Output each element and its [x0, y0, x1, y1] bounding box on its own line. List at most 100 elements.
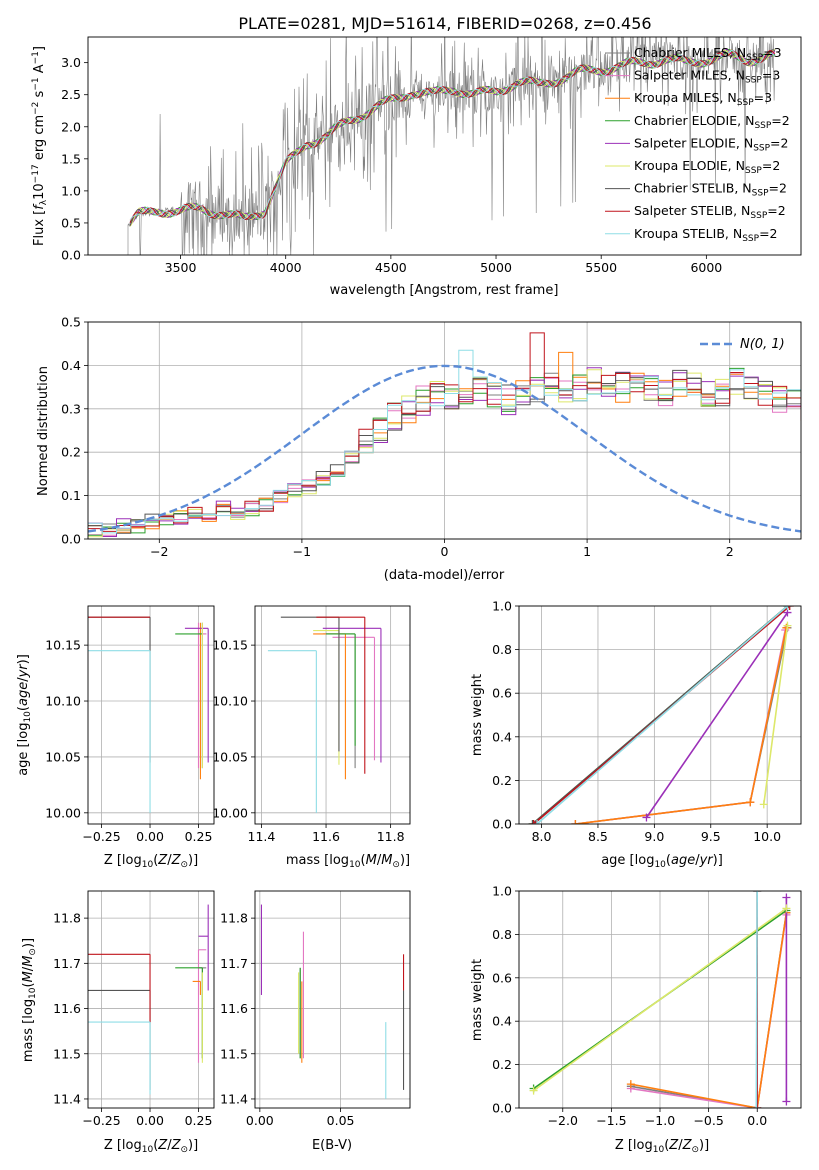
legend-series-name: Kroupa MILES: [634, 90, 720, 105]
grid: [255, 606, 410, 824]
y-axis-label-part: 10: [28, 987, 38, 999]
plot-area: [260, 904, 405, 1099]
errorbar-8: [267, 650, 317, 813]
errorbar-2: [192, 980, 201, 995]
y-axis-label-part: M: [21, 956, 36, 967]
x-tick-label: 0.25: [185, 829, 213, 844]
errorbar-3: [326, 633, 356, 746]
x-axis-label-part: Z: [157, 1138, 168, 1153]
y-tick-label: 0.0: [61, 532, 81, 547]
x-axis-label-part: yr: [699, 853, 715, 868]
weight-marker: [783, 606, 792, 610]
legend-n: , N: [734, 181, 751, 196]
y-tick-label: 1.0: [492, 884, 512, 899]
legend-series-name: Chabrier MILES: [634, 45, 729, 60]
axes-frame: [518, 605, 802, 825]
x-axis-label-part: 10: [653, 1145, 665, 1155]
legend-label: Kroupa MILES, NSSP=3: [634, 90, 772, 108]
x-axis-label-part: /: [167, 853, 172, 868]
legend-sub: SSP: [752, 189, 769, 199]
weight-marker: [528, 820, 537, 824]
axes-frame: [87, 890, 215, 1109]
legend-series-name: Salpeter STELIB: [634, 203, 733, 218]
mass-weight-vs-metallicity-panel: −2.0 −1.5 −1.0 −0.5 0.0 0.0 0.2 0.4 0.6 0.8 1.0 Z […: [470, 884, 802, 1155]
x-axis-label-part: /: [167, 1138, 172, 1153]
age-vs-mass-panel: 11.4 11.6 11.8 10.00 10.05 10.10 10.15 mass [lo…: [212, 605, 411, 870]
x-tick-label: 8.0: [532, 829, 552, 844]
y-axis-label-part: 10: [23, 711, 33, 723]
x-axis-label-part: Z: [157, 853, 168, 868]
x-axis-label-part: age: [671, 853, 695, 868]
legend-n: , N: [719, 90, 736, 105]
axes-frame: [254, 605, 411, 825]
y-tick-label: 0.3: [61, 401, 81, 416]
legend-series-name: Chabrier ELODIE: [634, 113, 737, 128]
legend-label: Chabrier ELODIE, NSSP=2: [634, 113, 790, 131]
x-axis-label-part: Z: [682, 1138, 693, 1153]
errorbar-4: [184, 627, 209, 763]
y-axis-label-part: s: [32, 90, 47, 101]
x-tick-label: 0.00: [136, 829, 164, 844]
errorbar-6: [88, 989, 151, 1090]
x-axis-label-part: )]: [400, 853, 410, 868]
x-tick-label: −2: [150, 544, 168, 559]
y-tick-label: 2.5: [61, 87, 81, 102]
y-axis-label-part: f: [32, 203, 47, 210]
plot-area: [88, 616, 209, 813]
y-axis-label-part: )]: [21, 938, 36, 948]
legend-n: , N: [728, 158, 745, 173]
normal-curve: [88, 364, 801, 533]
y-axis-label-part: ⊙: [28, 948, 38, 956]
y-axis-label-part: mass [log: [21, 999, 36, 1062]
axes-frame: [87, 36, 802, 256]
y-tick-label: 0.8: [492, 642, 512, 657]
y-tick-label: 11.4: [220, 1091, 248, 1106]
grid: [88, 606, 214, 824]
x-tick-label: 0.0: [747, 1113, 767, 1128]
x-axis-label: E(B-V): [312, 1138, 352, 1153]
errorbar-6: [280, 616, 340, 752]
errorbar-2: [313, 633, 346, 780]
weight-marker: [782, 893, 791, 902]
x-axis-label-part: Z [log: [104, 1138, 142, 1153]
y-tick-label: 11.7: [53, 956, 81, 971]
y-tick-label: 1.5: [61, 151, 81, 166]
errorbar-4: [198, 904, 209, 991]
y-tick-label: 0.0: [492, 1101, 512, 1116]
plot-area: [88, 332, 801, 538]
axes-frame: [87, 605, 215, 825]
x-axis-label-part: Z: [171, 853, 182, 868]
y-tick-label: 1.0: [61, 183, 81, 198]
x-axis-label-part: Z: [668, 1138, 679, 1153]
y-axis-label: Normed distribution: [36, 366, 51, 496]
x-tick-label: 11.6: [312, 829, 340, 844]
y-tick-label: 11.8: [53, 911, 81, 926]
errorbar-8: [88, 650, 151, 813]
x-tick-label: 9.5: [701, 829, 721, 844]
x-axis-label: (data-model)/error: [384, 568, 505, 583]
legend-n: , N: [725, 226, 742, 241]
histogram-step-3: [88, 367, 801, 536]
errorbar-6: [88, 616, 151, 763]
x-axis-label-part: /: [695, 853, 700, 868]
weight-line-8: [755, 891, 758, 1108]
y-tick-label: 3.0: [61, 55, 81, 70]
y-axis-label: age [log10(age/yr)]: [16, 654, 33, 776]
x-tick-label: 0.25: [185, 1113, 213, 1128]
y-tick-label: 1.0: [492, 599, 512, 614]
x-tick-label: −0.25: [82, 1113, 120, 1128]
y-tick-label: 11.5: [220, 1046, 248, 1061]
legend-label: Salpeter STELIB, NSSP=2: [634, 203, 786, 221]
y-tick-label: 2.0: [61, 119, 81, 134]
y-axis-label-part: yr: [16, 663, 31, 679]
y-tick-label: 11.7: [220, 956, 248, 971]
weight-marker: [782, 1097, 791, 1106]
errorbar-4: [322, 627, 382, 763]
x-tick-label: 0: [441, 544, 449, 559]
y-axis-label-part: /: [21, 966, 36, 971]
model-line-4: [129, 48, 776, 225]
legend-label: N(0, 1): [740, 337, 785, 352]
x-axis-label-part: M: [366, 853, 377, 868]
